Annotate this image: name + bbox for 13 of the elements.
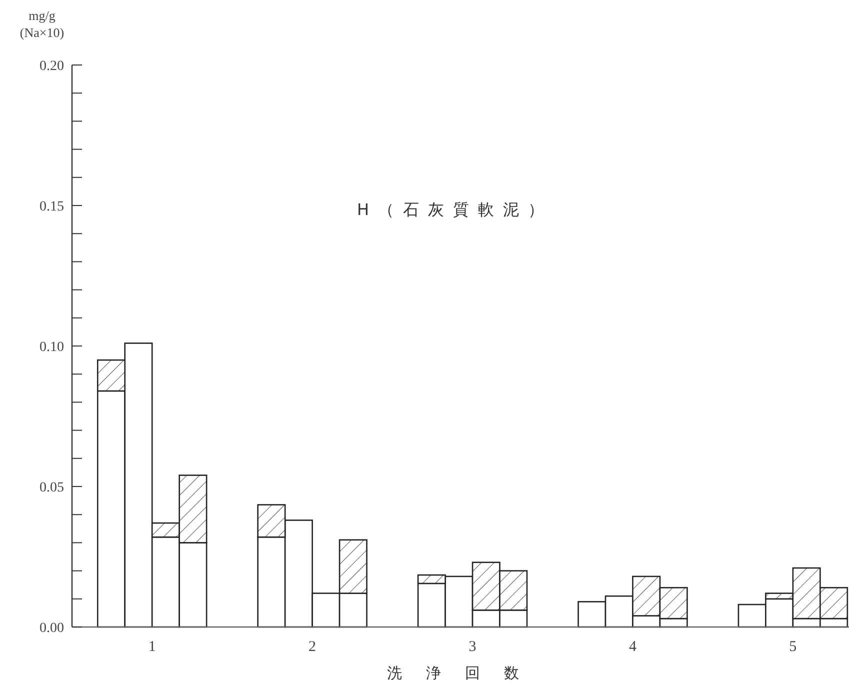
y-tick-label: 0.20 [40, 58, 64, 74]
text: H（石灰質軟泥） [356, 200, 554, 219]
y-tick-label: 0.05 [40, 480, 64, 496]
x-tick-label: 5 [789, 639, 797, 655]
x-tick-label: 2 [308, 639, 316, 655]
x-tick-label: 4 [628, 639, 637, 655]
y-tick-label: 0.00 [40, 620, 64, 636]
x-axis-title: 洗浄回数 [387, 665, 543, 682]
y-tick-label: 0.15 [40, 199, 64, 214]
x-tick-label: 1 [148, 639, 156, 655]
x-tick-label: 3 [468, 639, 476, 655]
y-axis-title: mg/g (Na×10) [20, 8, 64, 40]
y-tick-label: 0.10 [40, 340, 64, 355]
